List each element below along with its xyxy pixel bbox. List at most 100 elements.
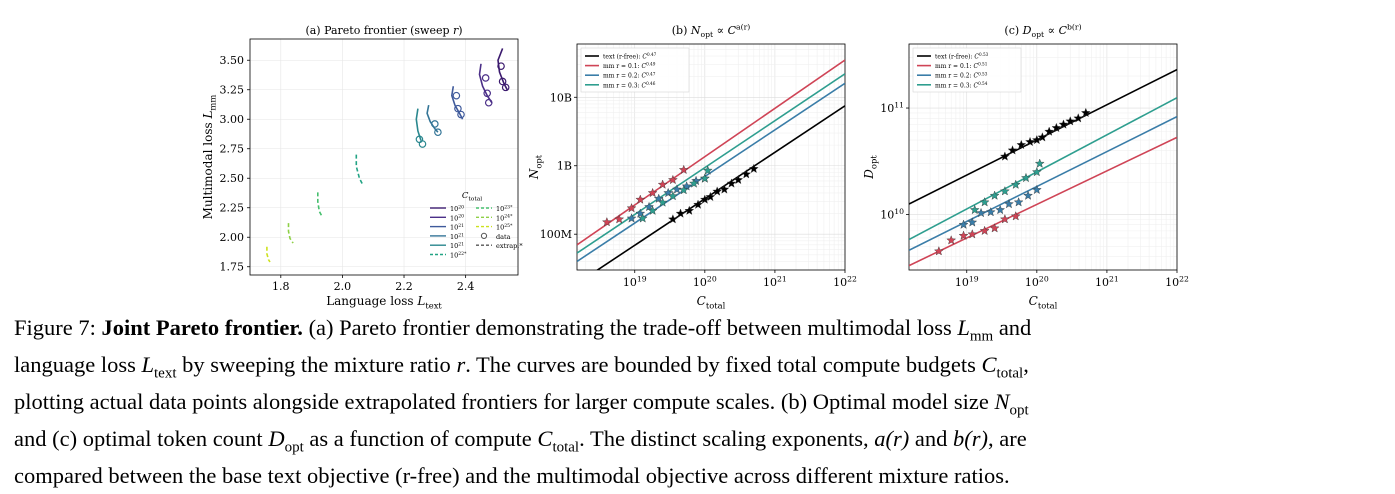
data-star bbox=[1031, 166, 1042, 177]
panel-a-title: (a) Pareto frontier (sweep r) bbox=[305, 24, 462, 37]
x-tick-label: 1020 bbox=[693, 275, 717, 289]
data-point bbox=[454, 104, 462, 113]
x-tick-label: 1019 bbox=[623, 275, 647, 289]
data-star bbox=[1073, 113, 1084, 123]
caption-text: by sweeping the mixture ratio bbox=[176, 352, 457, 378]
panel-a-ylabel: Multimodal loss Lmm bbox=[201, 95, 217, 220]
legend-entry: mm r = 0.3: C0.54 bbox=[935, 81, 988, 89]
caption-line-4: and (c) optimal token count Dopt as a fu… bbox=[14, 425, 1386, 462]
data-star bbox=[702, 165, 713, 175]
legend-entry: 1020 bbox=[450, 214, 464, 223]
x-tick-label: 1021 bbox=[1095, 275, 1119, 289]
data-star bbox=[699, 194, 710, 204]
y-tick-label: 1B bbox=[557, 160, 572, 173]
caption-math: b(r) bbox=[953, 426, 989, 452]
data-star bbox=[626, 202, 637, 213]
fit-line bbox=[577, 59, 845, 246]
caption-math: N bbox=[994, 389, 1010, 415]
y-tick-label: 3.50 bbox=[220, 54, 245, 67]
caption-text: and (c) optimal token count bbox=[14, 426, 269, 452]
data-star bbox=[946, 235, 957, 245]
series-line bbox=[266, 246, 271, 263]
caption-math: C bbox=[981, 352, 997, 378]
legend-title: Ctotal bbox=[462, 191, 482, 202]
caption-math-sub: opt bbox=[1009, 402, 1029, 419]
data-star bbox=[1044, 126, 1055, 136]
panel-c-ylabel: Dopt bbox=[862, 155, 878, 180]
plot-frame bbox=[576, 43, 846, 271]
caption-text: and bbox=[993, 315, 1032, 340]
legend-entry: mm r = 0.2: C0.53 bbox=[935, 71, 988, 79]
data-star bbox=[967, 229, 978, 239]
y-tick-label: 1010 bbox=[880, 207, 904, 221]
x-tick-label: 2.2 bbox=[395, 280, 413, 293]
data-star bbox=[719, 184, 730, 194]
data-star bbox=[644, 201, 654, 212]
data-star bbox=[933, 246, 944, 256]
legend-entry: 1020 bbox=[450, 204, 464, 213]
caption-text: , bbox=[1023, 352, 1029, 378]
data-star bbox=[999, 214, 1010, 224]
data-point bbox=[434, 128, 442, 137]
data-star bbox=[667, 174, 678, 185]
data-star bbox=[989, 223, 1000, 233]
data-star bbox=[667, 190, 678, 201]
data-star bbox=[726, 178, 737, 188]
data-star bbox=[672, 184, 682, 194]
fit-line bbox=[577, 73, 845, 254]
caption-label: Figure 7: bbox=[14, 315, 96, 340]
caption-text: . The curves are bounded by fixed total … bbox=[465, 352, 982, 378]
data-star bbox=[1080, 107, 1091, 118]
data-star bbox=[741, 169, 752, 179]
data-star bbox=[681, 181, 692, 191]
data-star bbox=[689, 178, 699, 188]
data-star bbox=[989, 190, 1000, 200]
data-star bbox=[979, 197, 990, 207]
data-star bbox=[1051, 122, 1062, 133]
plot-frame bbox=[908, 43, 1178, 271]
data-star bbox=[976, 207, 986, 218]
data-star bbox=[969, 204, 980, 215]
series-line bbox=[355, 154, 364, 185]
data-point bbox=[481, 74, 490, 82]
caption-math: L bbox=[957, 315, 970, 340]
data-star bbox=[635, 194, 646, 204]
x-tick-label: 1021 bbox=[763, 275, 787, 289]
y-tick-label: 100M bbox=[540, 228, 572, 241]
caption-text: (a) Pareto frontier demonstrating the tr… bbox=[308, 315, 958, 340]
data-star bbox=[995, 204, 1006, 215]
data-point bbox=[431, 120, 439, 128]
data-star bbox=[1065, 116, 1076, 126]
data-star bbox=[601, 216, 612, 227]
caption-text: . The distinct scaling exponents, bbox=[579, 426, 875, 452]
caption-text: plotting actual data points alongside ex… bbox=[14, 389, 995, 415]
data-star bbox=[1031, 184, 1042, 195]
fit-line bbox=[909, 115, 1177, 251]
plot-frame bbox=[249, 38, 519, 276]
legend-entry: text (r-free): C0.53 bbox=[935, 52, 989, 60]
data-star bbox=[693, 199, 703, 209]
data-star bbox=[1007, 145, 1018, 155]
data-star bbox=[684, 205, 695, 215]
series-line bbox=[287, 223, 294, 244]
legend-entry: 1021 bbox=[450, 223, 464, 232]
x-tick-label: 1019 bbox=[955, 275, 979, 289]
fit-line bbox=[577, 82, 845, 263]
plot-area bbox=[909, 68, 1177, 267]
caption-math-sub: mm bbox=[969, 328, 994, 345]
caption-line-5: compared between the base text objective… bbox=[14, 462, 1386, 491]
x-tick-label: 2.4 bbox=[457, 280, 475, 293]
series-line bbox=[450, 86, 464, 120]
panel-b: 1019 1020 1021 1022 100M 1B 10B (b) Nopt ∝ Ca(r… bbox=[527, 23, 857, 310]
plot-area bbox=[577, 59, 845, 270]
x-tick-label: 1020 bbox=[1025, 275, 1049, 289]
data-star bbox=[985, 206, 996, 217]
legend-entry: mm r = 0.3: C0.46 bbox=[603, 81, 656, 89]
data-star bbox=[647, 187, 658, 198]
data-star bbox=[967, 217, 978, 227]
data-star bbox=[958, 230, 969, 240]
caption-text: as a function of compute bbox=[303, 426, 538, 452]
data-star bbox=[1010, 211, 1021, 221]
data-star bbox=[1013, 197, 1024, 207]
figure-7: 1.8 2.0 2.2 2.4 1.75 2.00 2.25 2.50 2.75 3.00 3.25… bbox=[201, 23, 1189, 310]
